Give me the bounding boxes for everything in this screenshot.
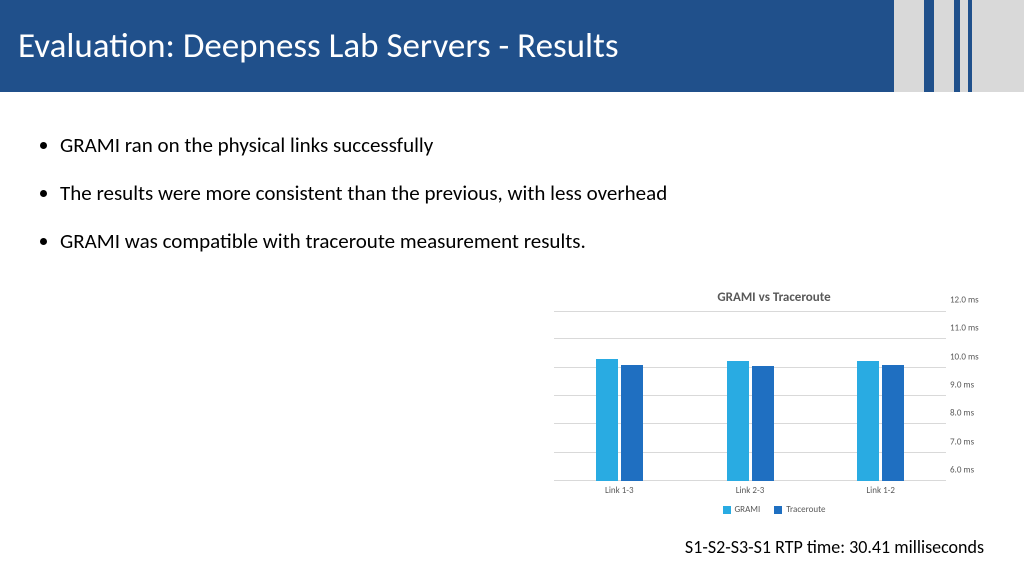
legend-label: Traceroute xyxy=(786,504,825,515)
chart-x-axis: Link 1-3Link 2-3Link 1-2 xyxy=(554,481,946,496)
header-stripe xyxy=(972,0,1024,92)
chart-x-tick: Link 1-2 xyxy=(815,481,946,496)
chart-bar xyxy=(596,359,618,481)
chart-y-tick: 8.0 ms xyxy=(950,408,974,419)
chart-y-axis: 6.0 ms7.0 ms8.0 ms9.0 ms10.0 ms11.0 ms12… xyxy=(946,311,994,481)
chart-plot xyxy=(554,311,946,481)
bullet-item: The results were more consistent than th… xyxy=(60,180,984,206)
chart-bar xyxy=(621,365,643,481)
header-stripe xyxy=(894,0,924,92)
chart-x-tick: Link 1-3 xyxy=(554,481,685,496)
legend-item: GRAMI xyxy=(723,504,761,515)
title-bar: Evaluation: Deepness Lab Servers - Resul… xyxy=(0,0,1024,92)
chart-bar xyxy=(857,361,879,481)
chart-bar-group xyxy=(554,312,685,481)
caption-text: S1-S2-S3-S1 RTP time: 30.41 milliseconds xyxy=(685,536,984,558)
header-stripe xyxy=(960,0,968,92)
page-title: Evaluation: Deepness Lab Servers - Resul… xyxy=(18,25,619,67)
chart-y-tick: 7.0 ms xyxy=(950,436,974,447)
legend-swatch xyxy=(723,506,731,514)
header-decoration xyxy=(894,0,1024,92)
chart-container: GRAMI vs Traceroute 6.0 ms 7.0 ms 8.0 ms 9.… xyxy=(554,290,994,515)
chart-bar xyxy=(727,361,749,481)
chart-bar-groups xyxy=(554,312,946,481)
bullet-item: GRAMI was compatible with traceroute mea… xyxy=(60,228,984,254)
bullet-list: GRAMI ran on the physical links successf… xyxy=(0,92,1024,254)
chart-bar-group xyxy=(685,312,816,481)
chart-legend: GRAMI Traceroute xyxy=(554,504,994,515)
chart-x-tick: Link 2-3 xyxy=(685,481,816,496)
chart-bar-group xyxy=(815,312,946,481)
legend-swatch xyxy=(774,506,782,514)
chart-title: GRAMI vs Traceroute xyxy=(554,290,994,305)
chart-plot-area: 6.0 ms7.0 ms8.0 ms9.0 ms10.0 ms11.0 ms12… xyxy=(554,311,994,481)
chart-y-tick: 9.0 ms xyxy=(950,380,974,391)
chart-bar xyxy=(882,365,904,481)
bullet-item: GRAMI ran on the physical links successf… xyxy=(60,132,984,158)
chart-bar xyxy=(752,366,774,481)
chart-y-tick: 10.0 ms xyxy=(950,351,979,362)
legend-label: GRAMI xyxy=(735,504,761,515)
header-stripe xyxy=(924,0,934,92)
chart-y-tick: 11.0 ms xyxy=(950,323,979,334)
chart-y-tick: 12.0 ms xyxy=(950,295,979,306)
legend-item: Traceroute xyxy=(774,504,825,515)
chart-y-tick: 6.0 ms xyxy=(950,465,974,476)
header-stripe xyxy=(934,0,954,92)
